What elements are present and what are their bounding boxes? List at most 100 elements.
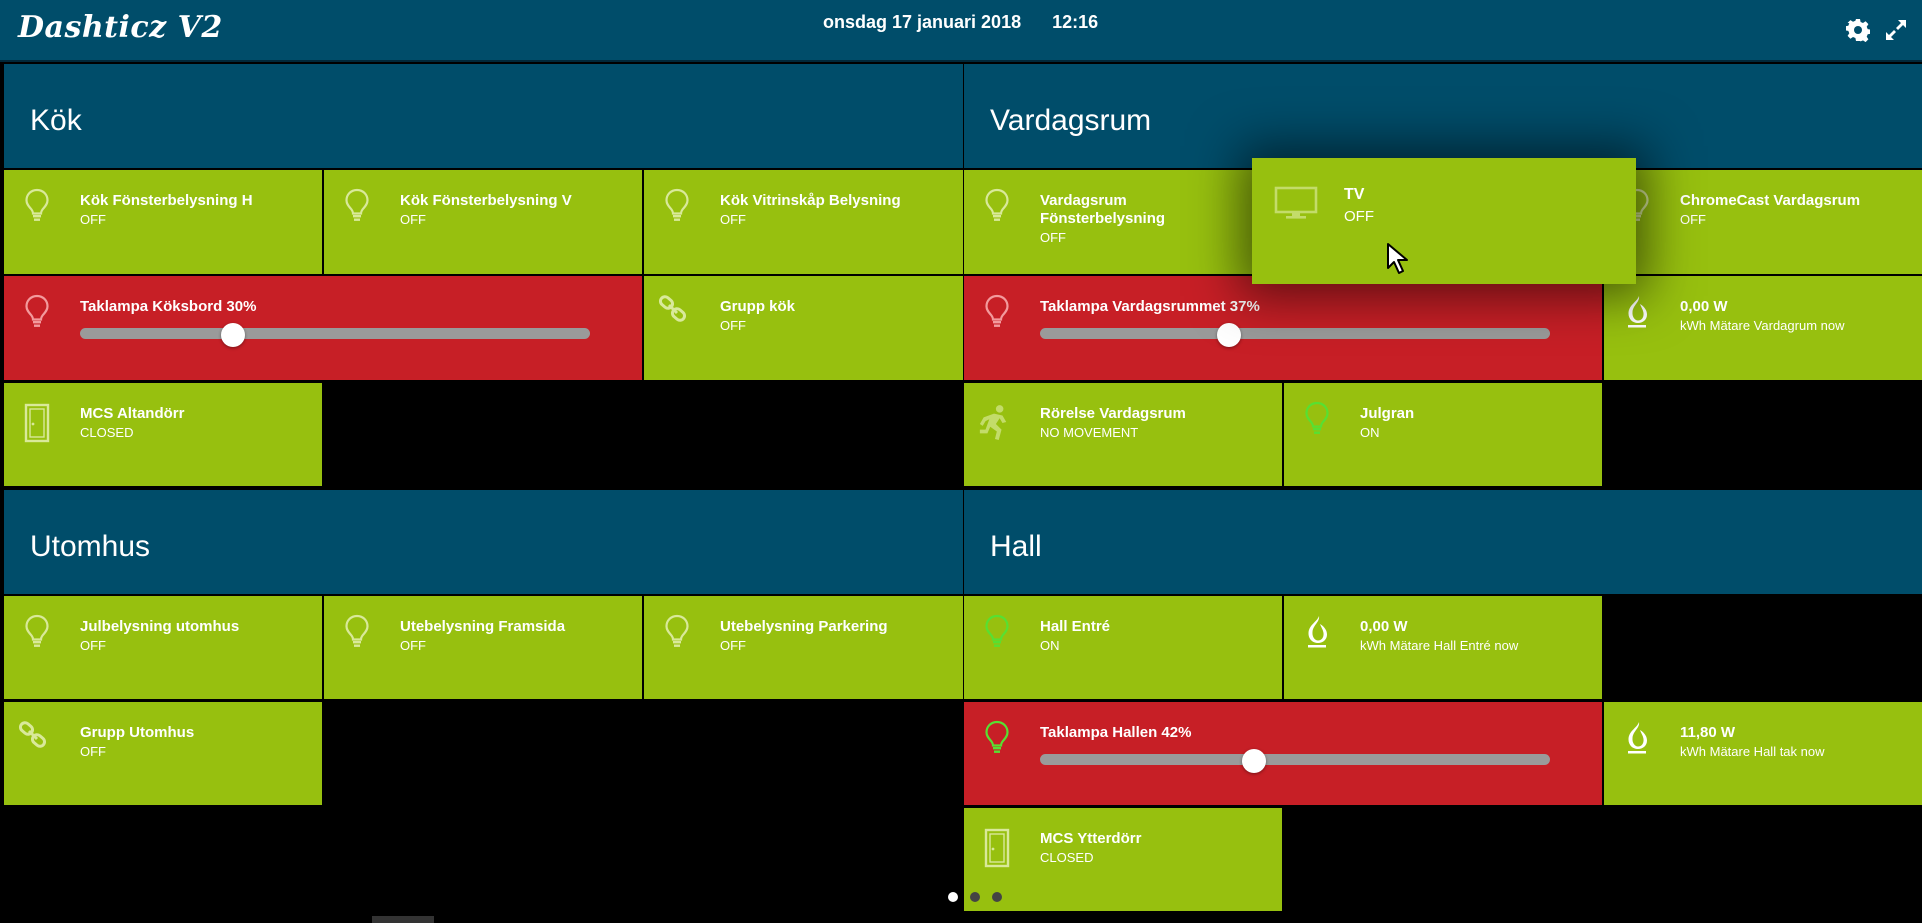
section-title: Vardagsrum (990, 104, 1152, 137)
tile-name: Grupp kök (720, 298, 796, 315)
tile-kok-fonsterbelysning-v[interactable]: Kök Fönsterbelysning V OFF (324, 170, 642, 274)
tile-name: Vardagsrum Fönsterbelysning (1040, 192, 1166, 227)
tile-status: OFF (720, 638, 746, 653)
section-header-kok: Kök (4, 64, 963, 168)
lightbulb-icon (344, 614, 370, 648)
flame-icon (1624, 294, 1650, 328)
dimmer-slider-handle[interactable] (221, 323, 245, 347)
dimmer-slider-handle[interactable] (1216, 323, 1241, 347)
top-actions (1846, 18, 1908, 42)
tile-name: TV (1344, 186, 1365, 203)
tile-status: OFF (80, 638, 106, 653)
lightbulb-icon (984, 294, 1010, 328)
gear-icon[interactable] (1846, 18, 1870, 42)
tile-vardagsrum-fonsterbelysning[interactable]: Vardagsrum Fönsterbelysning OFF (964, 170, 1282, 274)
scrollbar-thumb[interactable] (372, 916, 434, 923)
lightbulb-icon (664, 614, 690, 648)
dimmer-slider[interactable] (1040, 328, 1550, 339)
fullscreen-icon[interactable] (1884, 18, 1908, 42)
tile-utebelysning-framsida[interactable]: Utebelysning Framsida OFF (324, 596, 642, 699)
page-indicator (948, 892, 1002, 902)
tile-status: OFF (80, 744, 106, 759)
tile-status: OFF (1040, 230, 1066, 245)
door-icon (984, 828, 1010, 868)
tile-status: OFF (1344, 208, 1374, 225)
tile-status: OFF (400, 212, 426, 227)
tile-kok-fonsterbelysning-h[interactable]: Kök Fönsterbelysning H OFF (4, 170, 322, 274)
dimmer-slider-handle[interactable] (1242, 749, 1267, 773)
section-title: Utomhus (30, 530, 151, 563)
mouse-cursor-icon (1387, 243, 1408, 274)
tile-taklampa-koksbord[interactable]: Taklampa Köksbord 30% (4, 276, 642, 380)
dimmer-slider[interactable] (80, 328, 590, 339)
tile-name: Rörelse Vardagsrum (1040, 405, 1186, 422)
tile-name: Taklampa Hallen 42% (1040, 724, 1192, 741)
tile-name: 11,80 W (1680, 724, 1736, 741)
top-bar: Dashticz V2 onsdag 17 januari 2018 12:16 (0, 0, 1922, 62)
tile-status: CLOSED (1040, 850, 1094, 865)
tile-name: Kök Vitrinskåp Belysning (720, 192, 901, 209)
tile-status: kWh Mätare Hall Entré now (1360, 638, 1519, 653)
tile-status: OFF (400, 638, 426, 653)
tile-julbelysning-utomhus[interactable]: Julbelysning utomhus OFF (4, 596, 322, 699)
tile-grupp-utomhus[interactable]: Grupp Utomhus OFF (4, 702, 322, 805)
clock: onsdag 17 januari 2018 12:16 (823, 12, 1098, 33)
tile-kok-vitrinskap[interactable]: Kök Vitrinskåp Belysning OFF (644, 170, 963, 274)
lightbulb-icon (664, 188, 690, 222)
lightbulb-icon (24, 188, 50, 222)
page-dot[interactable] (992, 892, 1002, 902)
tile-status: kWh Mätare Vardagrum now (1680, 318, 1845, 333)
lightbulb-icon (24, 614, 50, 648)
tile-name: Kök Fönsterbelysning H (80, 192, 253, 209)
tile-tv[interactable]: TV OFF (1252, 158, 1636, 284)
link-icon (18, 720, 48, 750)
tile-name: MCS Altandörr (80, 405, 185, 422)
tile-taklampa-hallen[interactable]: Taklampa Hallen 42% (964, 702, 1602, 805)
flame-icon (1624, 720, 1650, 754)
time-label: 12:16 (1052, 12, 1099, 32)
tile-name: MCS Ytterdörr (1040, 830, 1142, 847)
tile-name: Julgran (1360, 405, 1415, 422)
page-dot[interactable] (948, 892, 958, 902)
lightbulb-icon (984, 720, 1010, 754)
tile-matare-vardagsrum[interactable]: 0,00 W kWh Mätare Vardagrum now (1604, 276, 1922, 380)
tile-name: Utebelysning Framsida (400, 618, 566, 635)
section-title: Kök (30, 104, 82, 137)
running-person-icon (978, 403, 1010, 443)
tile-name: Taklampa Vardagsrummet 37% (1040, 298, 1260, 315)
door-icon (24, 403, 50, 443)
tile-status: kWh Mätare Hall tak now (1680, 744, 1825, 759)
flame-icon (1304, 614, 1330, 648)
tile-rorelse-vardagsrum[interactable]: Rörelse Vardagsrum NO MOVEMENT (964, 383, 1282, 486)
page-dot[interactable] (970, 892, 980, 902)
tile-name: 0,00 W (1680, 298, 1728, 315)
tile-grupp-kok[interactable]: Grupp kök OFF (644, 276, 963, 380)
tile-name: Julbelysning utomhus (80, 618, 240, 635)
tile-status: OFF (80, 212, 106, 227)
tile-matare-hall-tak[interactable]: 11,80 W kWh Mätare Hall tak now (1604, 702, 1922, 805)
date-label: onsdag 17 januari 2018 (823, 12, 1022, 32)
tile-utebelysning-parkering[interactable]: Utebelysning Parkering OFF (644, 596, 963, 699)
tile-status: OFF (1680, 212, 1706, 227)
tile-chromecast[interactable]: ChromeCast Vardagsrum OFF (1604, 170, 1922, 274)
tile-mcs-altandorr[interactable]: MCS Altandörr CLOSED (4, 383, 322, 486)
section-header-hall: Hall (964, 490, 1922, 594)
tile-mcs-ytterdorr[interactable]: MCS Ytterdörr CLOSED (964, 808, 1282, 911)
tile-name: Utebelysning Parkering (720, 618, 888, 635)
tile-hall-entre[interactable]: Hall Entré ON (964, 596, 1282, 699)
tile-taklampa-vardagsrummet[interactable]: Taklampa Vardagsrummet 37% (964, 276, 1602, 380)
tile-status: ON (1360, 425, 1380, 440)
lightbulb-icon (984, 188, 1010, 222)
tile-name: Hall Entré (1040, 618, 1111, 635)
lightbulb-icon (24, 294, 50, 328)
tile-name: Grupp Utomhus (80, 724, 195, 741)
tile-julgran[interactable]: Julgran ON (1284, 383, 1602, 486)
tile-status: CLOSED (80, 425, 134, 440)
monitor-icon (1274, 186, 1318, 220)
tile-name: ChromeCast Vardagsrum (1680, 192, 1861, 209)
section-header-utomhus: Utomhus (4, 490, 963, 594)
link-icon (658, 294, 688, 324)
tile-name: 0,00 W (1360, 618, 1408, 635)
tile-matare-hall-entre[interactable]: 0,00 W kWh Mätare Hall Entré now (1284, 596, 1602, 699)
dimmer-slider[interactable] (1040, 754, 1550, 765)
